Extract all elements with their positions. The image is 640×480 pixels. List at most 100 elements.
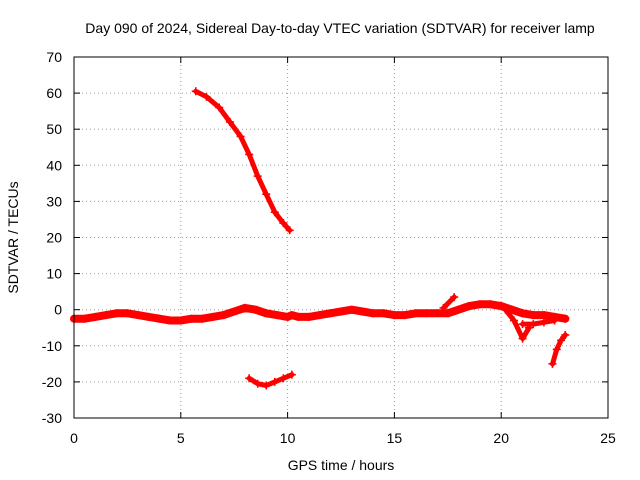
y-tick-label: 60 [46,85,62,101]
main-band-point [230,307,239,316]
dip-20-7-point [518,334,527,343]
dip-20-7-point [510,316,519,325]
y-tick-label: 70 [46,49,62,65]
spike-17-8-point [450,293,459,302]
low-arc-point [287,370,296,379]
branch-21-5-trace [520,318,558,327]
main-band-point [144,312,153,321]
main-band-point [497,302,506,311]
descending-arc-point [253,172,262,181]
low-arc-point [270,377,279,386]
main-band-point [401,311,410,320]
main-band-point [454,305,463,314]
descending-arc-point [245,150,254,159]
descending-arc-point [236,132,245,141]
main-band-point [272,311,281,320]
main-band-point [486,300,495,309]
branch-21-5-point [550,316,559,325]
y-tick-label: -20 [42,374,62,390]
descending-arc-point [279,219,288,228]
branch-21-5-point [529,320,538,329]
x-tick-label: 25 [600,430,616,446]
x-tick-label: 5 [177,430,185,446]
y-tick-label: 20 [46,230,62,246]
main-band-point [433,309,442,318]
descending-arc-point [285,226,294,235]
main-band-point [326,309,335,318]
main-band-point [347,305,356,314]
main-band-point [358,307,367,316]
x-tick-label: 10 [280,430,296,446]
main-band-point [134,311,143,320]
descending-arc-point [225,117,234,126]
grid-layer [74,57,608,418]
main-band-point [529,311,538,320]
branch-21-5-point [518,320,527,329]
main-band-point [539,311,548,320]
y-axis-title: SDTVAR / TECUs [5,181,21,293]
main-band-point [240,303,249,312]
main-band-point [283,312,292,321]
y-tick-label: 50 [46,121,62,137]
y-tick-label: 30 [46,193,62,209]
main-band-point [91,312,100,321]
main-band-point [262,309,271,318]
dip-20-7-trace [503,307,532,342]
main-band-point [315,311,324,320]
x-tick-label: 0 [70,430,78,446]
main-band-point [465,302,474,311]
rise-22-5-point [561,330,570,339]
main-band-point [112,309,121,318]
descending-arc-point [262,190,271,199]
main-band-point [379,309,388,318]
main-band-point [475,300,484,309]
main-band-point [198,314,207,323]
rise-22-5-point [552,345,561,354]
low-arc-point [253,379,262,388]
x-axis-title: GPS time / hours [288,457,395,473]
main-band-point [102,311,111,320]
main-band-point [251,305,260,314]
dip-20-7-point [501,305,510,314]
main-band-point [337,307,345,316]
main-band-point [443,309,452,318]
descending-arc-trace [193,88,293,233]
main-band-point [518,309,527,318]
rise-22-5-trace [550,332,568,367]
spike-17-8-point [439,303,448,312]
low-arc-point [245,374,254,383]
descending-arc-point [215,103,224,112]
low-arc-point [279,374,288,383]
y-tick-label: -30 [42,410,62,426]
main-band-point [287,311,296,320]
main-band-point [390,311,399,320]
main-band-point [176,316,185,325]
y-tick-label: 40 [46,157,62,173]
main-band-point [411,309,420,318]
descending-arc-point [191,87,200,96]
branch-21-5-point [539,318,548,327]
main-band-point [123,309,132,318]
data-layer [70,87,570,390]
main-band-point [369,309,378,318]
main-band-point [304,312,313,321]
main-band-point [187,314,196,323]
x-tick-label: 15 [387,430,403,446]
main-band-point [219,311,228,320]
y-tick-label: -10 [42,338,62,354]
rise-22-5-point [557,336,566,345]
main-band-point [80,314,89,323]
main-band-point [294,312,303,321]
spike-17-8-trace [441,294,457,311]
ticks-layer: 0 5 10 15 20 25 -30 -20 -10 0 10 20 30 40 50 60 70 [42,49,616,446]
descending-arc-point [270,208,279,217]
rise-22-5-point [548,359,557,368]
y-tick-label: 0 [54,302,62,318]
x-tick-label: 20 [493,430,509,446]
main-band-point [155,314,164,323]
chart-title: Day 090 of 2024, Sidereal Day-to-day VTE… [85,20,595,36]
main-band-point [208,312,217,321]
main-band-point [561,314,570,323]
descending-arc-point [202,92,211,101]
